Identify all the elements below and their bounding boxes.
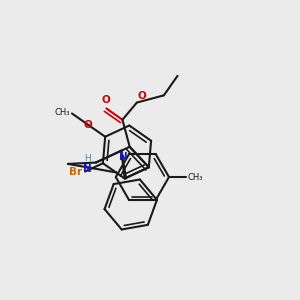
Text: O: O [138, 91, 147, 100]
Text: O: O [84, 120, 92, 130]
Text: N: N [83, 164, 92, 174]
Text: H: H [84, 154, 91, 163]
Text: CH₃: CH₃ [55, 108, 70, 117]
Text: N: N [119, 152, 128, 162]
Text: Br: Br [69, 167, 82, 176]
Text: O: O [101, 95, 110, 106]
Text: CH₃: CH₃ [187, 172, 203, 182]
